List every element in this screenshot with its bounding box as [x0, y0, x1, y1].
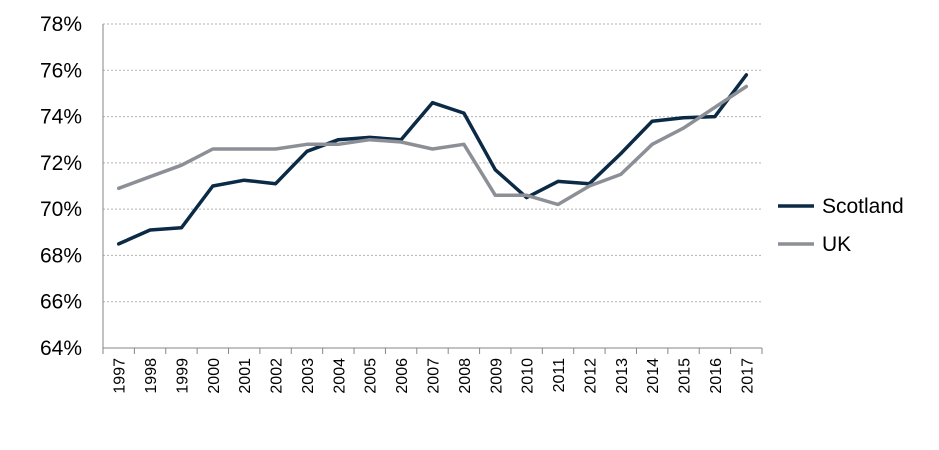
data-point-scotland [336, 138, 340, 142]
data-point-uk [713, 105, 717, 109]
data-point-uk [619, 172, 623, 176]
y-tick-label: 66% [40, 291, 82, 314]
x-tick-label: 2011 [551, 358, 568, 393]
x-tick-label: 2009 [488, 358, 505, 394]
x-tick-label: 2016 [708, 358, 725, 394]
data-point-scotland [431, 101, 434, 105]
data-point-uk [556, 203, 560, 207]
data-point-scotland [211, 184, 215, 188]
x-tick-label: 2010 [520, 358, 537, 394]
data-point-uk [650, 142, 654, 146]
data-point-uk [148, 175, 152, 179]
data-point-uk [525, 193, 529, 197]
y-tick-label: 74% [40, 106, 82, 129]
y-tick-label: 76% [40, 59, 82, 82]
x-axis-tick-labels: 1997 1998 1999 2000 2001 2002 2003 2004 2005 2006… [112, 358, 757, 394]
legend-label-uk: UK [822, 233, 851, 256]
data-point-scotland [305, 149, 309, 153]
x-tick-label: 2015 [677, 358, 694, 394]
x-tick-label: 2014 [645, 358, 662, 394]
data-point-uk [305, 142, 309, 146]
series-lines [116, 73, 749, 246]
x-tick-label: 2007 [426, 358, 443, 394]
data-point-scotland [117, 242, 121, 246]
data-point-uk [179, 163, 183, 167]
legend: Scotland UK [778, 195, 904, 256]
x-tick-label: 2013 [614, 358, 631, 394]
data-point-uk [368, 138, 372, 142]
data-point-uk [431, 147, 434, 151]
series-line-scotland [116, 73, 749, 246]
data-point-scotland [493, 168, 497, 172]
x-tick-label: 2004 [331, 358, 348, 394]
y-axis-tick-labels: 64% 66% 68% 70% 72% 74% 76% 78% [40, 13, 82, 360]
data-point-scotland [744, 73, 748, 77]
data-point-scotland [556, 179, 560, 183]
x-tick-label: 2017 [739, 358, 756, 394]
y-tick-label: 78% [40, 13, 82, 36]
x-tick-label: 2008 [457, 358, 474, 394]
x-tick-label: 2001 [237, 358, 254, 394]
y-tick-label: 72% [40, 152, 82, 175]
data-point-uk [462, 142, 466, 146]
axes [102, 24, 763, 354]
data-point-scotland [462, 111, 466, 115]
data-point-uk [211, 147, 215, 151]
x-tick-label: 1999 [174, 358, 191, 394]
x-tick-label: 1997 [112, 358, 129, 394]
data-point-uk [744, 84, 748, 88]
data-point-scotland [619, 152, 623, 156]
data-point-uk [399, 140, 403, 144]
data-point-uk [274, 147, 278, 151]
legend-label-scotland: Scotland [822, 195, 904, 218]
data-point-uk [242, 147, 246, 151]
data-point-scotland [682, 116, 686, 120]
data-point-scotland [650, 119, 654, 123]
x-tick-label: 1998 [143, 358, 160, 394]
data-point-uk [682, 126, 686, 130]
x-tick-label: 2012 [582, 358, 599, 394]
data-point-scotland [179, 226, 183, 230]
y-tick-label: 68% [40, 244, 82, 267]
y-tick-label: 64% [40, 337, 82, 360]
data-point-uk [336, 142, 340, 146]
x-tick-label: 2005 [363, 358, 380, 394]
data-point-scotland [713, 115, 717, 119]
y-tick-label: 70% [40, 198, 82, 221]
x-tick-label: 2003 [300, 358, 317, 394]
data-point-uk [493, 193, 497, 197]
data-point-scotland [274, 182, 278, 186]
gridlines [103, 23, 762, 303]
data-point-uk [117, 186, 121, 190]
x-tick-label: 2006 [394, 358, 411, 394]
data-point-uk [587, 184, 591, 188]
data-point-scotland [242, 178, 246, 182]
x-tick-label: 2000 [206, 358, 223, 394]
x-tick-label: 2002 [269, 358, 286, 394]
data-point-scotland [148, 228, 152, 232]
